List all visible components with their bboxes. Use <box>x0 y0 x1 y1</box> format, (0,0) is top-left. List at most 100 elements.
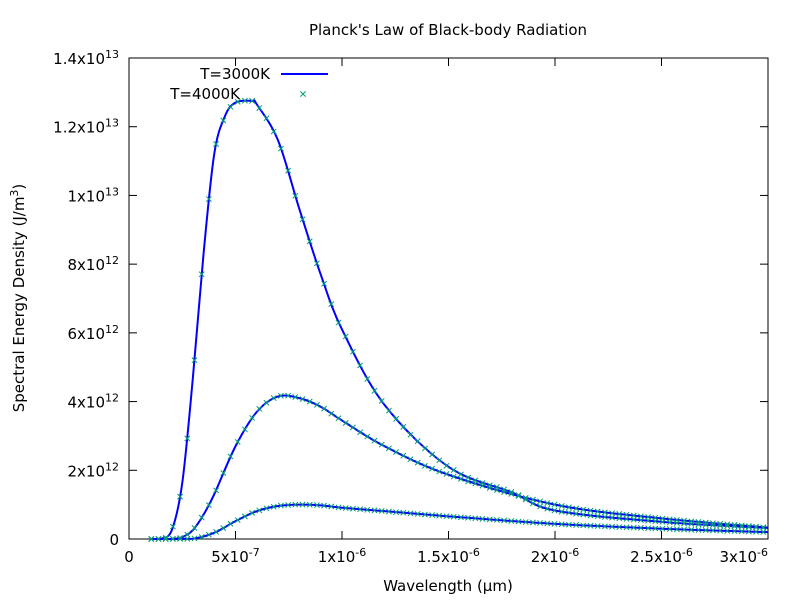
point-marker <box>724 523 731 529</box>
point-marker <box>321 502 328 509</box>
point-marker <box>544 500 551 507</box>
point-marker <box>421 462 428 469</box>
point-marker <box>529 519 536 526</box>
point-marker <box>486 482 493 489</box>
point-marker <box>522 494 529 501</box>
point-marker <box>623 515 630 522</box>
point-marker <box>558 508 565 515</box>
point-marker <box>522 496 529 503</box>
point-marker <box>551 507 558 514</box>
point-marker <box>177 493 184 500</box>
point-marker <box>414 510 421 517</box>
point-marker <box>760 524 767 531</box>
point-marker <box>205 502 212 509</box>
point-marker <box>205 531 212 538</box>
point-marker <box>666 526 673 532</box>
point-marker <box>342 505 349 512</box>
point-marker <box>565 509 572 516</box>
point-marker <box>681 520 688 527</box>
point-marker <box>465 514 472 521</box>
point-marker <box>328 301 335 308</box>
y-axis-label-close: ) <box>10 184 28 190</box>
y-tick-label: 1.4x1013 <box>53 48 119 68</box>
point-marker <box>385 508 392 515</box>
point-marker <box>407 510 414 517</box>
point-marker <box>227 103 234 110</box>
point-marker <box>688 520 695 527</box>
point-marker <box>184 435 191 442</box>
point-marker <box>184 535 191 542</box>
point-marker <box>465 474 472 481</box>
legend-label: T=4000K <box>169 85 241 103</box>
point-marker <box>421 511 428 518</box>
point-marker <box>436 512 443 519</box>
point-marker <box>335 415 342 422</box>
y-axis-label-sup: 3 <box>8 190 21 197</box>
point-marker <box>306 398 313 405</box>
point-marker <box>508 518 515 524</box>
point-marker <box>681 517 688 524</box>
point-marker <box>573 510 580 517</box>
x-axis-label: Wavelength (µm) <box>383 577 513 595</box>
point-marker <box>357 506 364 513</box>
x-tick-label: 2.5x10-6 <box>630 546 693 566</box>
point-marker <box>472 477 479 484</box>
point-marker <box>378 397 385 404</box>
point-marker <box>349 505 356 512</box>
y-tick-label: 1.2x1013 <box>53 117 119 137</box>
point-marker <box>292 394 299 400</box>
point-marker <box>637 524 644 531</box>
point-marker <box>515 492 522 499</box>
point-marker <box>609 523 616 530</box>
point-marker <box>709 527 716 534</box>
point-marker <box>457 471 464 478</box>
point-marker <box>515 518 522 525</box>
point-marker <box>335 504 342 511</box>
point-marker <box>220 525 227 532</box>
x-tick-label: 0 <box>124 548 134 566</box>
point-marker <box>731 523 738 530</box>
point-marker <box>198 271 205 278</box>
point-marker <box>537 498 544 505</box>
point-marker <box>717 522 724 529</box>
point-marker <box>227 453 234 460</box>
point-marker <box>256 105 263 111</box>
point-marker <box>457 514 464 521</box>
point-marker <box>659 518 666 525</box>
point-marker <box>580 522 587 529</box>
point-marker <box>306 501 313 508</box>
point-marker <box>270 503 277 510</box>
point-marker <box>443 471 450 477</box>
point-marker <box>198 534 205 540</box>
point-marker <box>321 405 328 412</box>
point-marker <box>263 399 270 406</box>
point-marker <box>436 457 443 464</box>
point-marker <box>501 517 508 524</box>
point-marker <box>321 280 328 287</box>
point-marker <box>400 509 407 516</box>
point-marker <box>270 128 277 135</box>
y-axis-label: Spectral Energy Density (J/m3) <box>8 184 28 413</box>
point-marker <box>342 420 349 426</box>
point-marker <box>169 523 176 530</box>
point-marker <box>292 192 299 199</box>
point-marker <box>609 514 616 521</box>
point-marker <box>537 503 544 510</box>
point-marker <box>162 535 169 542</box>
point-marker <box>623 524 630 531</box>
point-marker <box>479 479 486 486</box>
point-marker <box>551 501 558 508</box>
point-marker <box>393 509 400 516</box>
point-marker <box>457 475 464 482</box>
point-marker <box>393 449 400 455</box>
point-marker <box>544 520 551 527</box>
point-marker <box>601 523 608 530</box>
point-marker <box>760 529 767 535</box>
point-marker <box>364 506 371 513</box>
point-marker <box>407 456 414 463</box>
point-marker <box>292 501 299 508</box>
point-marker <box>162 534 169 541</box>
point-marker <box>558 521 565 528</box>
point-marker <box>724 521 731 528</box>
